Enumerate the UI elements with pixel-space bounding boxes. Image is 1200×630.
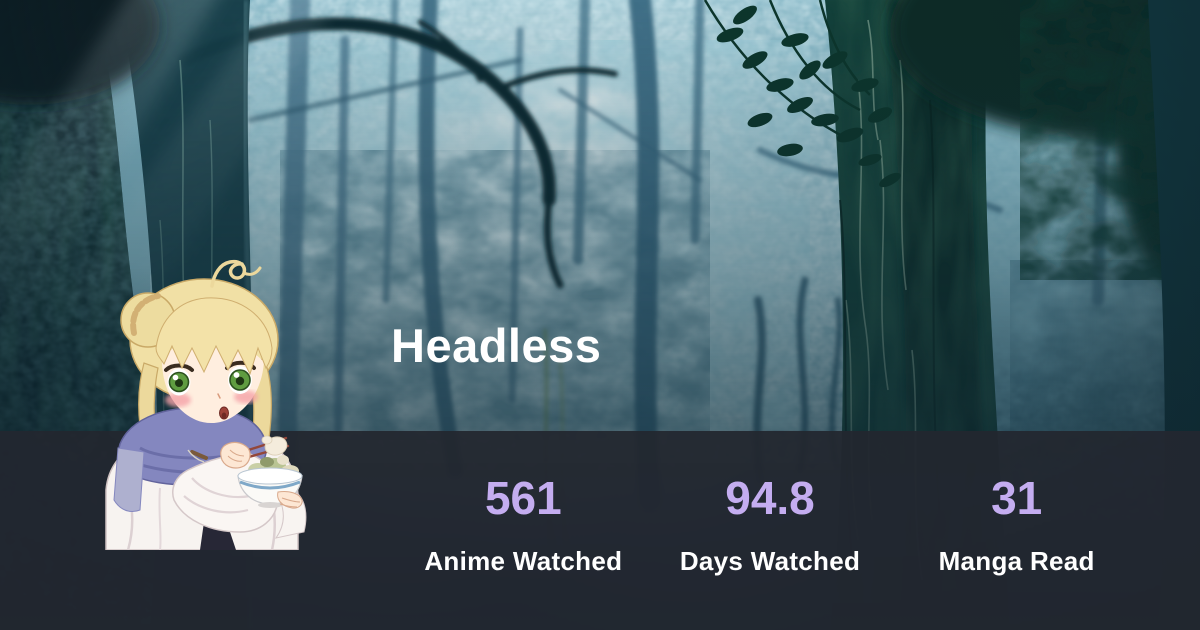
stat-label: Days Watched: [679, 546, 861, 576]
user-avatar: [100, 248, 330, 550]
stat-label: Anime Watched: [424, 546, 623, 576]
stat-anime-watched: 561 Anime Watched: [400, 475, 647, 574]
stat-value: 94.8: [725, 472, 815, 524]
avatar-illustration: [105, 259, 307, 550]
stat-manga-read: 31 Manga Read: [893, 475, 1140, 574]
avatar-arm-and-bowl: [172, 435, 307, 539]
stat-value: 31: [991, 472, 1043, 524]
stat-days-watched: 94.8 Days Watched: [647, 475, 894, 574]
avatar-face: [162, 337, 264, 424]
avatar-hair-front: [155, 259, 273, 376]
username: Headless: [391, 319, 602, 372]
stat-label: Manga Read: [938, 546, 1095, 576]
stats-row: 561 Anime Watched 94.8 Days Watched 31 M…: [400, 475, 1140, 574]
stat-value: 561: [484, 472, 562, 524]
